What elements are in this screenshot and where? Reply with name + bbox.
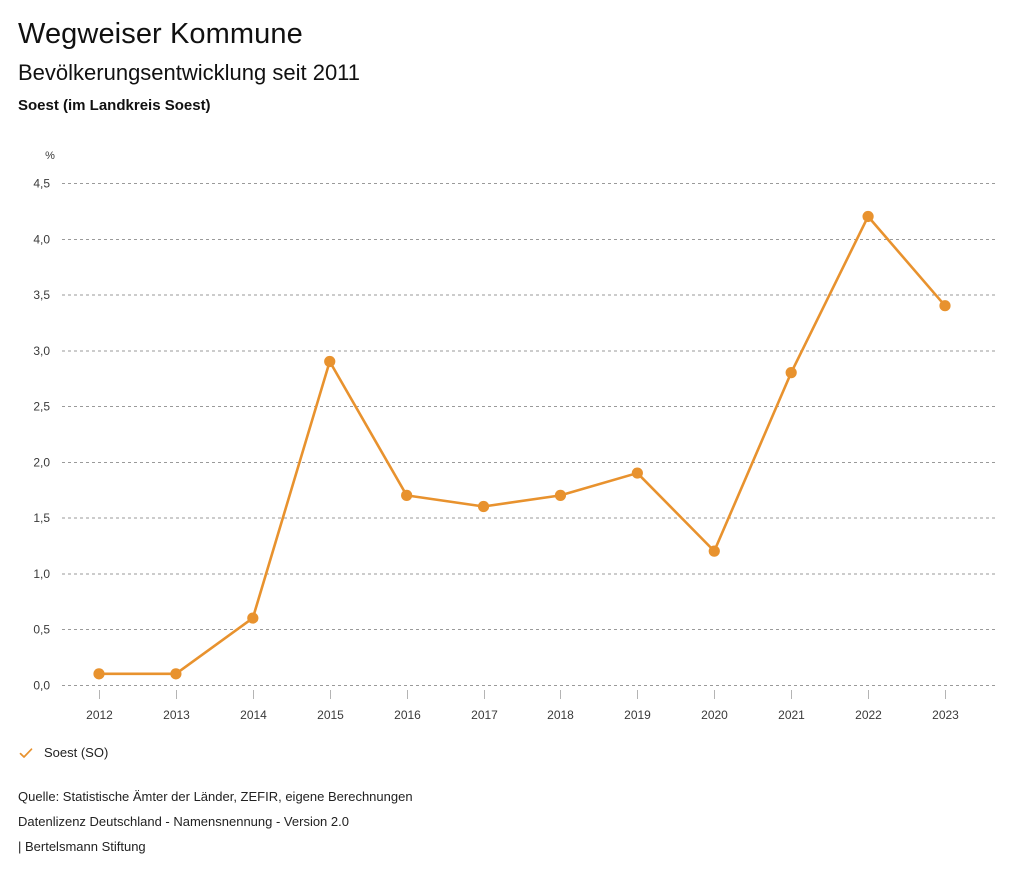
page-title: Wegweiser Kommune (18, 18, 303, 50)
x-axis-tick-label: 2014 (240, 708, 267, 722)
footer-license: Datenlizenz Deutschland - Namensnennung … (18, 814, 349, 829)
data-series[interactable] (93, 210, 951, 680)
y-axis-tick-label: 2,5 (33, 400, 50, 414)
data-point[interactable] (939, 300, 951, 312)
x-axis-tick-label: 2020 (701, 708, 728, 722)
y-axis-tick-label: 3,0 (33, 344, 50, 358)
y-axis-tick-label: 1,5 (33, 511, 50, 525)
footer-source: Quelle: Statistische Ämter der Länder, Z… (18, 789, 413, 804)
x-axis-tick-label: 2012 (86, 708, 113, 722)
data-point[interactable] (631, 467, 643, 479)
x-axis-tick-label: 2016 (394, 708, 421, 722)
data-point[interactable] (93, 668, 105, 680)
y-axis-labels: 0,0 0,5 1,0 1,5 2,0 2,5 3,0 3,5 4,0 4,5 (33, 177, 50, 693)
x-axis-labels: 2012 2013 2014 2015 2016 2017 2018 2019 2020 2021… (86, 708, 959, 722)
data-point[interactable] (554, 489, 567, 501)
y-axis-unit-label: % (45, 150, 55, 162)
data-point[interactable] (324, 355, 336, 368)
footer: Quelle: Statistische Ämter der Länder, Z… (18, 784, 918, 859)
header: Wegweiser Kommune Bevölkerungsentwicklun… (18, 14, 998, 117)
x-axis-tick-label: 2017 (471, 708, 498, 722)
data-point[interactable] (708, 545, 720, 557)
gridlines (62, 183, 997, 686)
chart-subtitle: Bevölkerungsentwicklung seit 2011 (18, 60, 361, 85)
data-point[interactable] (477, 500, 490, 513)
y-axis-tick-label: 0,0 (33, 679, 50, 693)
x-axis-tick-label: 2019 (624, 708, 651, 722)
chart-region-label: Soest (im Landkreis Soest) (18, 97, 211, 114)
data-point[interactable] (247, 612, 259, 624)
chart-canvas: 0,00,51,01,52,02,53,03,54,04,5 2012 2013 2… (33, 150, 997, 722)
data-point[interactable] (401, 489, 413, 501)
line-chart: 0,0 0,5 1,0 1,5 2,0 2,5 3,0 3,5 4,0 4,5 2012 2013 2… (0, 140, 1024, 740)
series-line[interactable] (97, 215, 947, 676)
x-axis-tick-label: 2015 (317, 708, 344, 722)
check-icon (19, 748, 33, 758)
data-point[interactable] (785, 367, 797, 379)
y-axis-tick-label: 0,5 (33, 623, 50, 637)
x-axis-tick-label: 2022 (855, 708, 882, 722)
footer-publisher: | Bertelsmann Stiftung (18, 839, 146, 854)
x-axis-tick-label: 2018 (547, 708, 574, 722)
y-axis-tick-label: 4,5 (33, 177, 50, 191)
x-axis-tick-label: 2023 (932, 708, 959, 722)
y-axis-tick-label: 4,0 (33, 232, 50, 246)
legend-label: Soest (SO) (44, 745, 109, 760)
y-axis-tick-label: 2,0 (33, 455, 50, 469)
x-axis-tickmarks (99, 690, 946, 699)
legend-item-soest[interactable]: Soest (SO) (18, 745, 108, 761)
data-point[interactable] (862, 210, 874, 223)
data-point[interactable] (170, 668, 182, 680)
y-axis-tick-label: 3,5 (33, 288, 50, 302)
x-axis-tick-label: 2021 (778, 708, 805, 722)
y-axis-tick-label: 1,0 (33, 567, 50, 581)
x-axis-tick-label: 2013 (163, 708, 190, 722)
